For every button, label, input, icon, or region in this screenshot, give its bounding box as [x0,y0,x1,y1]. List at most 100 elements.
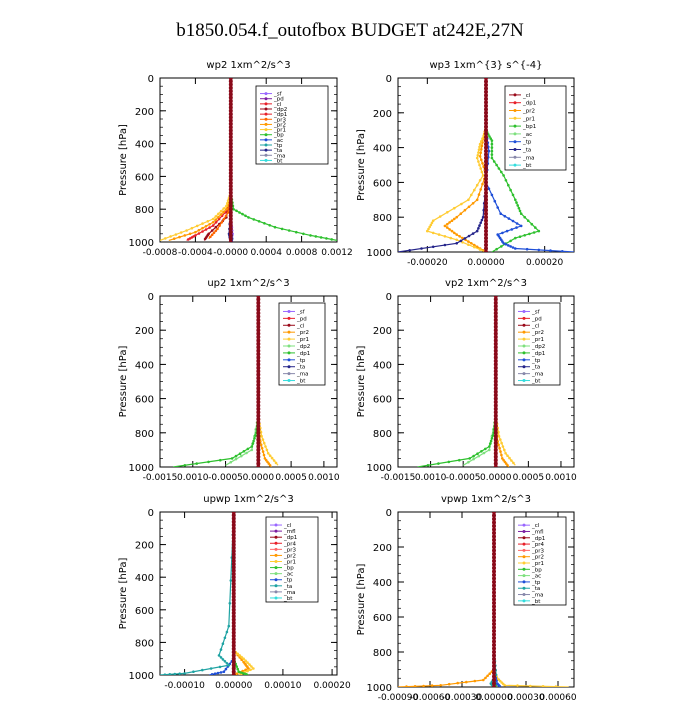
y-tick-label: 1000 [367,683,392,694]
zero-profile-marker [228,79,233,84]
zero-profile-marker [492,524,496,528]
zero-profile-marker [492,552,496,556]
x-tick-label: -0.00060 [410,693,451,700]
series-point [437,233,441,236]
legend-label: _ta [273,148,282,154]
zero-profile-marker [231,584,236,589]
legend-marker [287,351,291,355]
legend-marker [264,158,268,162]
series-point [475,229,479,233]
zero-profile-marker [493,369,498,374]
series-point [217,654,221,657]
legend-label: _pr1 [522,116,535,122]
series-point [480,450,483,453]
zero-profile-marker [493,454,498,459]
x-tick-label: 0.0010 [415,473,447,483]
legend-label: _dp2 [531,344,545,350]
zero-profile-marker [484,149,488,154]
zero-profile-marker [493,451,498,456]
zero-profile-marker [493,413,498,418]
series-point [164,237,167,240]
series-point [187,238,190,241]
zero-profile-marker [493,355,498,360]
series-point [225,662,229,665]
series-point [225,207,228,211]
zero-profile-marker [492,562,496,567]
zero-profile-marker [492,664,496,668]
series-point [173,672,177,675]
legend-marker [287,337,291,341]
series-line [495,296,516,466]
x-tick-label: -0.00090 [378,693,419,700]
zero-profile-marker [256,400,261,405]
zero-profile-marker [484,211,488,216]
zero-profile-marker [492,594,496,598]
series-point [228,602,232,605]
zero-profile-marker [492,643,496,647]
zero-profile-marker [484,79,488,84]
zero-profile-marker [256,451,261,456]
series-point [252,218,256,221]
zero-profile-marker [492,646,496,651]
x-tick-label: 0.0012 [321,248,353,258]
panel-5: upwp 1xm^2/s^3 0 200 400 600 800 1000 -0.00010 0… [118,494,351,691]
series-point [502,242,505,245]
series-point [477,193,481,196]
series-point [455,215,459,219]
series-point [478,145,481,149]
zero-profile-marker [231,637,236,642]
zero-profile-marker [228,230,233,235]
series-point [532,231,536,234]
series-point [219,656,223,659]
series-point [508,456,511,460]
series-point [528,232,531,236]
series-point [244,659,247,662]
series-point [475,198,479,202]
legend-label: _pr2 [531,330,544,336]
series-point [221,658,225,661]
legend-marker [264,128,268,132]
legend-label: _ac [273,138,283,144]
series-point [270,456,274,460]
zero-profile-marker [492,545,496,549]
legend-label: _pr3 [283,547,297,553]
series-point [431,245,435,249]
series-point [247,667,250,670]
legend-label: _pr4 [531,542,545,548]
series-point [295,230,298,234]
series-point [487,149,491,153]
series-point [495,247,498,251]
series-point [261,438,265,441]
series-point [220,221,224,224]
series-point [501,231,504,235]
x-tick-label: -0.0000 [213,248,248,258]
zero-profile-marker [493,461,498,466]
series-point [210,233,214,237]
zero-profile-marker [484,135,488,140]
zero-profile-marker [228,213,233,218]
zero-profile-marker [228,200,233,205]
series-point [229,579,233,582]
series-point [484,447,487,451]
series-point [499,450,502,453]
zero-profile-marker [493,341,498,346]
x-tick-label: -0.0015 [381,473,416,483]
legend-marker [522,316,526,320]
zero-profile-marker [256,345,261,350]
x-tick-label: 0.0005 [513,473,545,483]
series-point [448,228,451,231]
zero-profile-marker [256,352,261,357]
series-line [233,512,250,675]
series-point [549,249,552,252]
legend-marker [513,116,517,120]
zero-profile-marker [231,571,236,576]
series-point [503,684,507,687]
series-point [470,193,473,197]
zero-profile-marker [484,246,488,251]
zero-profile-marker [256,317,261,322]
zero-profile-marker [228,177,233,182]
legend-label: _cl [273,102,282,108]
zero-profile-marker [484,222,488,227]
zero-profile-marker [493,314,498,319]
